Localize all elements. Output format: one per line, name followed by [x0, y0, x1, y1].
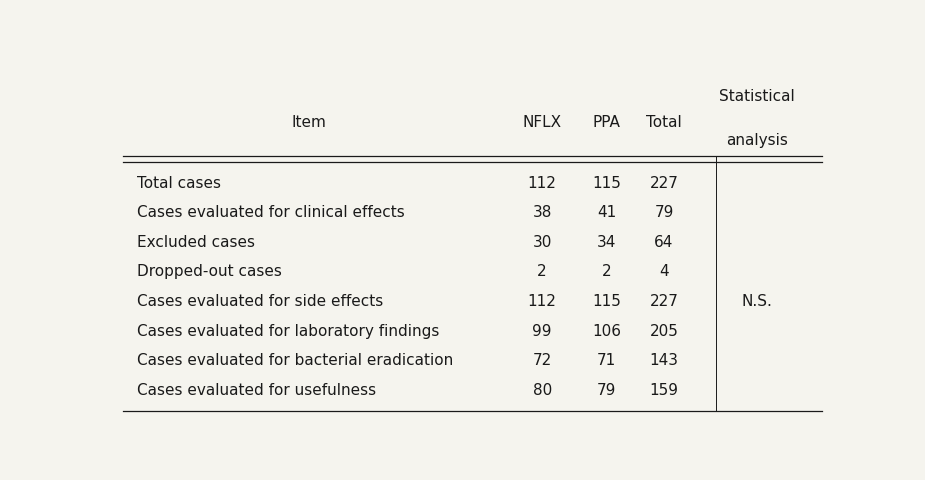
Text: 106: 106: [592, 324, 622, 338]
Text: Excluded cases: Excluded cases: [137, 235, 255, 250]
Text: 34: 34: [597, 235, 616, 250]
Text: 115: 115: [592, 176, 621, 191]
Text: 99: 99: [533, 324, 552, 338]
Text: NFLX: NFLX: [523, 115, 561, 130]
Text: Cases evaluated for laboratory findings: Cases evaluated for laboratory findings: [137, 324, 439, 338]
Text: 72: 72: [533, 353, 552, 368]
Text: 2: 2: [537, 264, 547, 279]
Text: N.S.: N.S.: [742, 294, 772, 309]
Text: Cases evaluated for usefulness: Cases evaluated for usefulness: [137, 383, 376, 398]
Text: 227: 227: [649, 294, 678, 309]
Text: Item: Item: [291, 115, 327, 130]
Text: Cases evaluated for bacterial eradication: Cases evaluated for bacterial eradicatio…: [137, 353, 453, 368]
Text: Statistical: Statistical: [720, 89, 796, 104]
Text: 2: 2: [602, 264, 611, 279]
Text: 115: 115: [592, 294, 621, 309]
Text: PPA: PPA: [593, 115, 621, 130]
Text: 30: 30: [533, 235, 552, 250]
Text: 112: 112: [528, 294, 557, 309]
Text: 227: 227: [649, 176, 678, 191]
Text: 79: 79: [654, 205, 673, 220]
Text: Total: Total: [647, 115, 682, 130]
Text: 143: 143: [649, 353, 679, 368]
Text: 41: 41: [597, 205, 616, 220]
Text: 79: 79: [597, 383, 616, 398]
Text: Cases evaluated for clinical effects: Cases evaluated for clinical effects: [137, 205, 405, 220]
Text: 4: 4: [660, 264, 669, 279]
Text: 159: 159: [649, 383, 679, 398]
Text: 80: 80: [533, 383, 552, 398]
Text: Total cases: Total cases: [137, 176, 221, 191]
Text: Cases evaluated for side effects: Cases evaluated for side effects: [137, 294, 383, 309]
Text: 205: 205: [649, 324, 678, 338]
Text: Dropped-out cases: Dropped-out cases: [137, 264, 282, 279]
Text: 64: 64: [654, 235, 673, 250]
Text: analysis: analysis: [726, 133, 788, 148]
Text: 71: 71: [597, 353, 616, 368]
Text: 38: 38: [533, 205, 552, 220]
Text: 112: 112: [528, 176, 557, 191]
